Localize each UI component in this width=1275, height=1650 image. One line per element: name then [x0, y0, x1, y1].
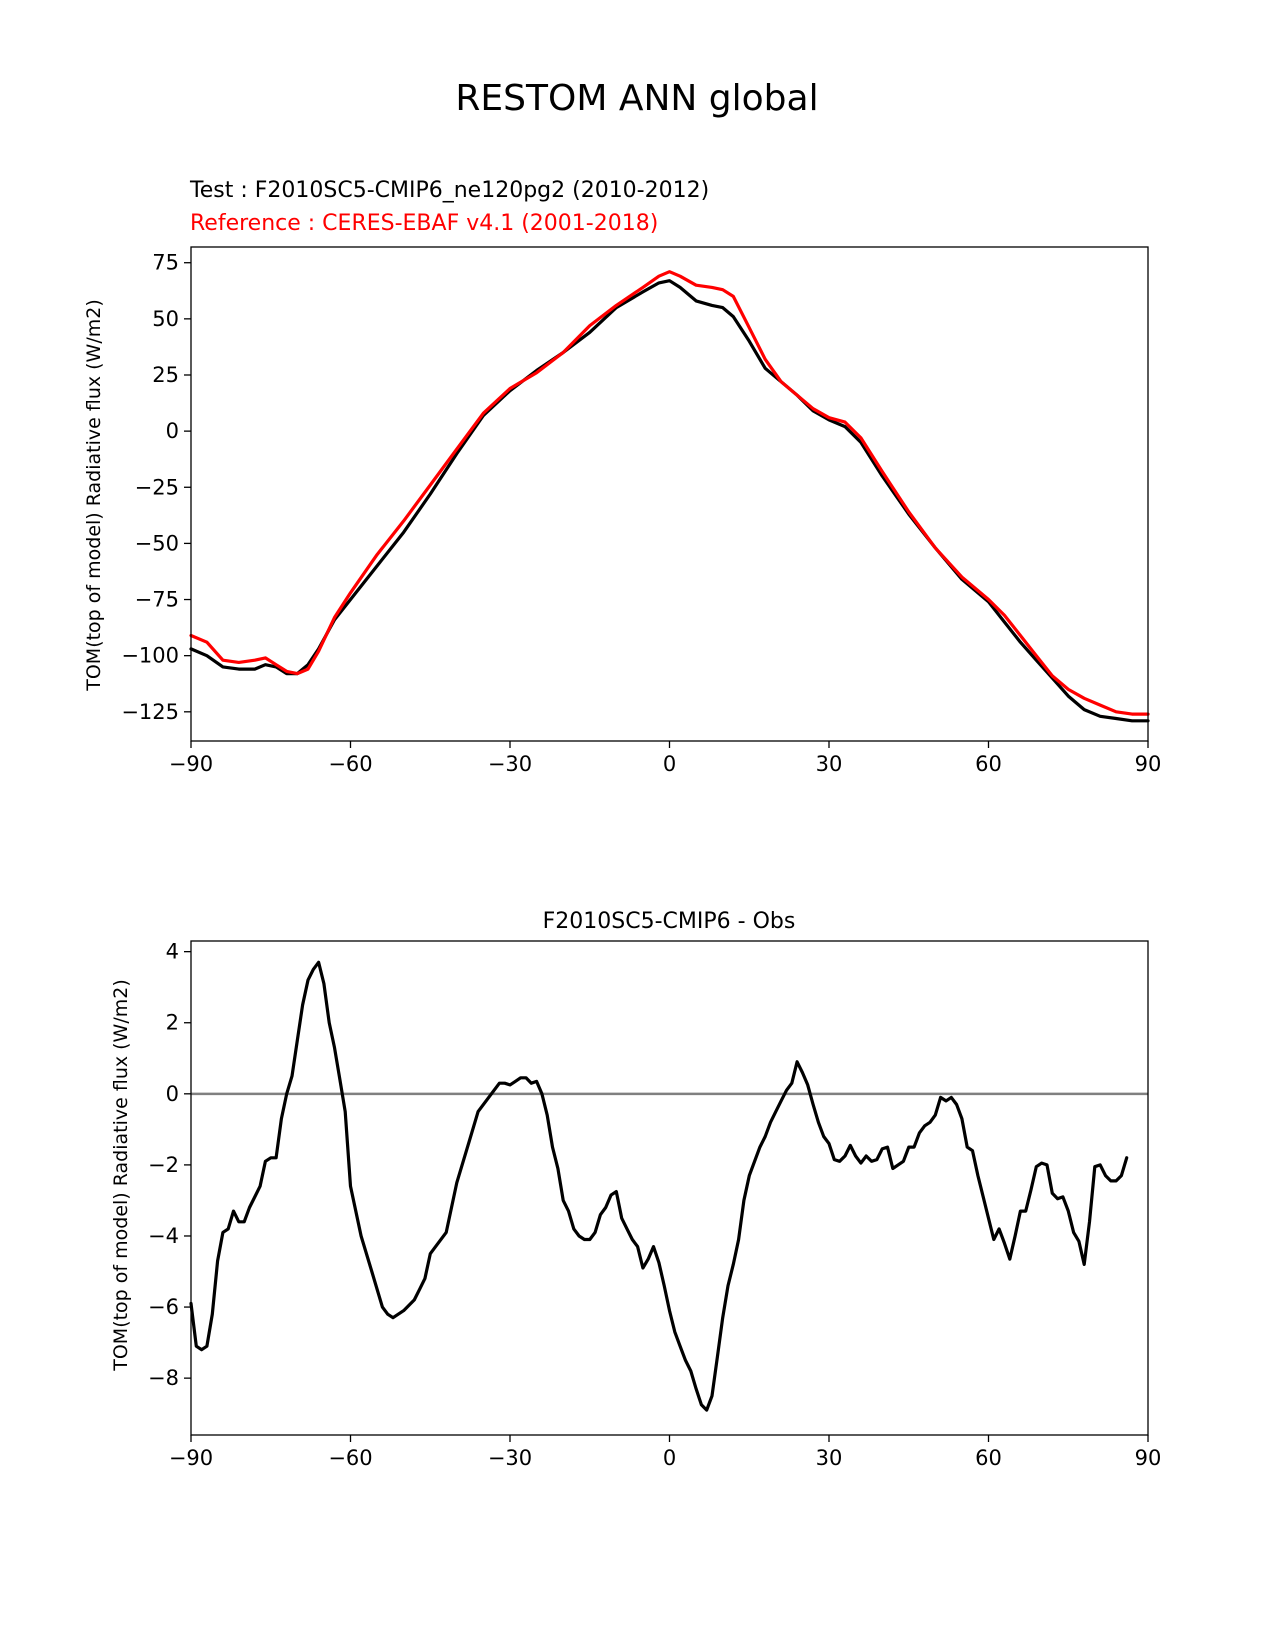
- top-y-tick-label: −25: [135, 475, 179, 499]
- bottom-x-tick-label: −60: [328, 1446, 372, 1470]
- test-subtitle: Test : F2010SC5-CMIP6_ne120pg2 (2010-201…: [189, 178, 709, 203]
- top-x-tick-label: 30: [816, 752, 843, 776]
- bottom-x-tick-label: 0: [663, 1446, 676, 1470]
- top-x-tick-label: 0: [663, 752, 676, 776]
- top-y-tick-label: 25: [152, 363, 179, 387]
- bottom-y-tick-label: −4: [148, 1224, 179, 1248]
- bottom-x-tick-label: 60: [975, 1446, 1002, 1470]
- panel-top-chart: Test : F2010SC5-CMIP6_ne120pg2 (2010-201…: [83, 178, 1161, 776]
- top-axes-frame: [190, 246, 1149, 742]
- bottom-axis-ticks: −90 −60 −30 0 30 60 90 4 2 0 −2 −4 −6 −8: [148, 940, 1161, 1470]
- top-x-tick-label: 60: [975, 752, 1002, 776]
- top-x-tick-label: −90: [169, 752, 213, 776]
- top-x-tick-label: −60: [328, 752, 372, 776]
- bottom-y-tick-label: 0: [166, 1082, 179, 1106]
- top-plot-lines: [189, 270, 1150, 723]
- bottom-y-tick-label: 4: [166, 940, 179, 964]
- bottom-y-axis-label: TOM(top of model) Radiative flux (W/m2): [110, 979, 132, 1372]
- top-y-tick-label: −75: [135, 588, 179, 612]
- bottom-plot-lines: [189, 960, 1148, 1412]
- bottom-y-tick-label: 2: [166, 1011, 179, 1035]
- top-series-test-line: [189, 279, 1150, 723]
- top-x-tick-label: 90: [1135, 752, 1162, 776]
- top-x-tick-label: −30: [488, 752, 532, 776]
- bottom-axes-frame: [190, 940, 1149, 1436]
- top-axis-ticks: −90 −60 −30 0 30 60 90 75 50 25 0 −25 −50 −75 −100 −125: [121, 251, 1161, 776]
- top-y-tick-label: −100: [121, 644, 179, 668]
- bottom-y-tick-label: −8: [148, 1366, 179, 1390]
- top-y-tick-label: −125: [121, 700, 179, 724]
- top-series-reference-line: [189, 270, 1150, 716]
- top-y-axis-label: TOM(top of model) Radiative flux (W/m2): [83, 299, 105, 692]
- bottom-y-tick-label: −6: [148, 1295, 179, 1319]
- bottom-x-tick-label: −30: [488, 1446, 532, 1470]
- bottom-x-tick-label: 30: [816, 1446, 843, 1470]
- bottom-panel-title: F2010SC5-CMIP6 - Obs: [543, 909, 796, 934]
- top-y-tick-label: 75: [152, 251, 179, 275]
- top-y-tick-label: 0: [166, 419, 179, 443]
- top-y-tick-label: −50: [135, 531, 179, 555]
- figure-title: RESTOM ANN global: [455, 78, 818, 119]
- bottom-x-tick-label: −90: [169, 1446, 213, 1470]
- panel-bottom-chart: F2010SC5-CMIP6 - Obs TOM(top of model) R…: [110, 909, 1161, 1470]
- reference-subtitle: Reference : CERES-EBAF v4.1 (2001-2018): [190, 211, 658, 236]
- bottom-y-tick-label: −2: [148, 1153, 179, 1177]
- bottom-x-tick-label: 90: [1135, 1446, 1162, 1470]
- top-y-tick-label: 50: [152, 307, 179, 331]
- bottom-series-f2010sc5-cmip6-obs-line: [189, 960, 1129, 1412]
